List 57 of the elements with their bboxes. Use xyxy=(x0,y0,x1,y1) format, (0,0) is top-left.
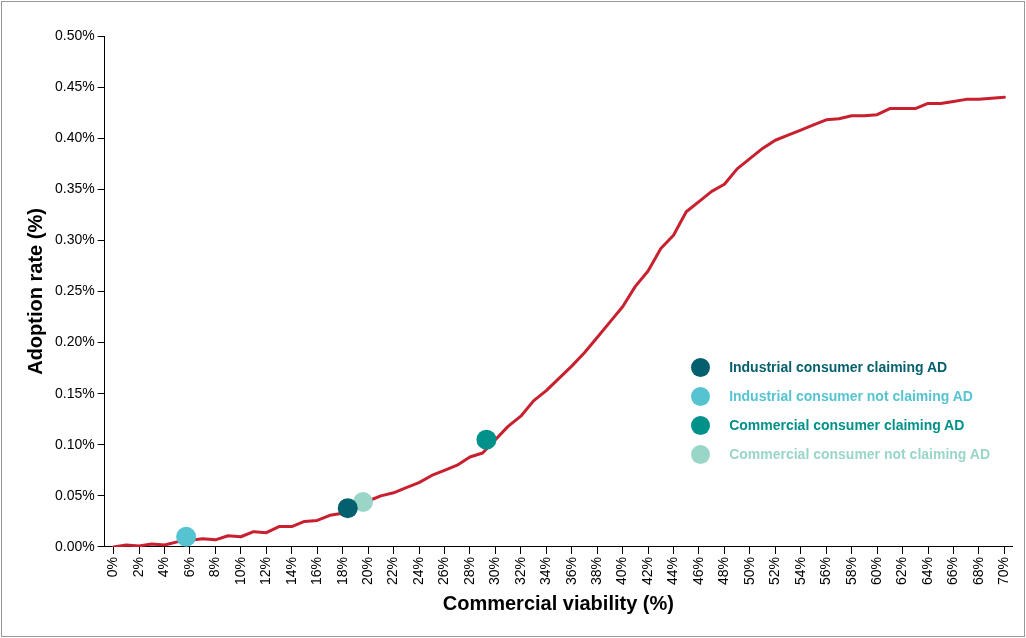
x-tick-label: 40% xyxy=(613,556,630,586)
x-tick-label: 8% xyxy=(206,556,223,578)
legend-label: Industrial consumer claiming AD xyxy=(729,359,948,376)
x-tick-label: 38% xyxy=(588,556,605,586)
x-tick-label: 46% xyxy=(689,556,706,586)
y-tick-label: 0.15% xyxy=(54,384,95,401)
x-tick-label: 42% xyxy=(638,556,655,586)
x-tick-label: 6% xyxy=(180,556,197,578)
x-tick-label: 52% xyxy=(766,556,783,586)
x-tick-label: 56% xyxy=(817,556,834,586)
legend-label: Commercial consumer not claiming AD xyxy=(729,446,990,463)
y-tick-label: 0.45% xyxy=(54,77,95,94)
legend-label: Industrial consumer not claiming AD xyxy=(729,388,973,405)
y-tick-label: 0.30% xyxy=(54,231,95,248)
y-tick-label: 0.25% xyxy=(54,282,95,299)
x-tick-label: 48% xyxy=(715,556,732,586)
y-tick-label: 0.20% xyxy=(54,333,95,350)
x-tick-label: 14% xyxy=(282,556,299,586)
point xyxy=(353,492,374,513)
x-tick-label: 44% xyxy=(664,556,681,586)
x-tick-label: 60% xyxy=(867,556,884,586)
x-tick-label: 26% xyxy=(435,556,452,586)
x-tick-label: 54% xyxy=(791,556,808,586)
x-tick-label: 16% xyxy=(308,556,325,586)
x-tick-label: 32% xyxy=(511,556,528,586)
y-tick-label: 0.35% xyxy=(54,180,95,197)
y-tick-label: 0.05% xyxy=(54,486,95,503)
x-tick-label: 12% xyxy=(257,556,274,586)
point xyxy=(176,526,197,547)
x-tick-label: 62% xyxy=(893,556,910,586)
x-tick-label: 68% xyxy=(969,556,986,586)
x-tick-label: 36% xyxy=(562,556,579,586)
x-tick-label: 50% xyxy=(740,556,757,586)
x-tick-label: 30% xyxy=(486,556,503,586)
x-tick-label: 58% xyxy=(842,556,859,586)
x-axis-title: Commercial viability (%) xyxy=(442,591,674,614)
x-tick-label: 20% xyxy=(358,556,375,586)
x-tick-label: 28% xyxy=(460,556,477,586)
point xyxy=(476,429,497,450)
x-tick-label: 34% xyxy=(537,556,554,586)
x-tick-label: 70% xyxy=(995,556,1012,586)
x-tick-label: 0% xyxy=(104,556,121,578)
x-tick-label: 24% xyxy=(409,556,426,586)
x-tick-label: 22% xyxy=(384,556,401,586)
y-tick-label: 0.00% xyxy=(54,537,95,554)
y-axis-title: Adoption rate (%) xyxy=(23,208,46,375)
legend-label: Commercial consumer claiming AD xyxy=(729,417,965,434)
x-tick-label: 4% xyxy=(155,556,172,578)
x-tick-label: 64% xyxy=(918,556,935,586)
x-tick-label: 2% xyxy=(129,556,146,578)
x-tick-label: 10% xyxy=(231,556,248,586)
point xyxy=(337,498,358,519)
x-tick-label: 18% xyxy=(333,556,350,586)
y-tick-label: 0.50% xyxy=(54,26,95,43)
y-tick-label: 0.10% xyxy=(54,435,95,452)
y-tick-label: 0.40% xyxy=(54,129,95,146)
x-tick-label: 66% xyxy=(944,556,961,586)
